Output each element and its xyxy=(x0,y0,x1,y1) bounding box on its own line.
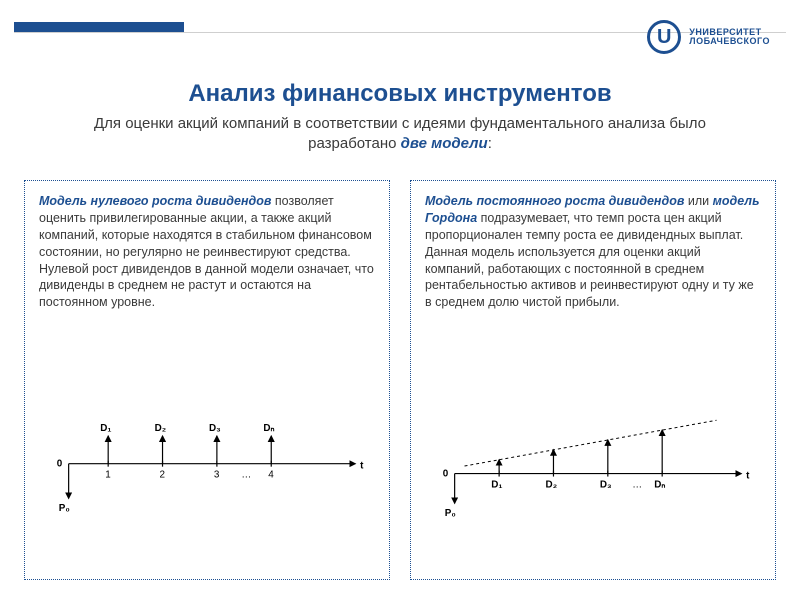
diagram-left-svg: 0 t P₀ D₁ 1 D₂ 2 D₃ 3 … Dₙ 4 xyxy=(39,321,375,567)
model-left-text: Модель нулевого роста дивидендов позволя… xyxy=(39,193,375,311)
svg-text:D₁: D₁ xyxy=(491,480,502,491)
model-left-card: Модель нулевого роста дивидендов позволя… xyxy=(24,180,390,580)
origin-label-r: 0 xyxy=(443,469,449,480)
model-left-heading: Модель нулевого роста дивидендов xyxy=(39,194,271,208)
diagram-left: 0 t P₀ D₁ 1 D₂ 2 D₃ 3 … Dₙ 4 xyxy=(39,321,375,567)
header-accent-bar xyxy=(14,22,184,32)
model-right-card: Модель постоянного роста дивидендов или … xyxy=(410,180,776,580)
logo-icon: U xyxy=(647,20,681,54)
model-right-body: подразумевает, что темп роста цен акций … xyxy=(425,211,754,309)
svg-text:…: … xyxy=(632,480,642,491)
svg-text:D₂: D₂ xyxy=(155,423,167,434)
brand-logo: U УНИВЕРСИТЕТ ЛОБАЧЕВСКОГО xyxy=(647,20,770,54)
model-right-pre2: или xyxy=(684,194,712,208)
model-right-text: Модель постоянного роста дивидендов или … xyxy=(425,193,761,311)
svg-text:D₃: D₃ xyxy=(600,480,612,491)
svg-text:Dₙ: Dₙ xyxy=(263,423,274,434)
model-left-body: позволяет оценить привилегированные акци… xyxy=(39,194,374,309)
svg-text:Dₙ: Dₙ xyxy=(654,480,665,491)
svg-text:D₁: D₁ xyxy=(100,423,111,434)
origin-label: 0 xyxy=(57,459,63,470)
logo-line2: ЛОБАЧЕВСКОГО xyxy=(689,37,770,46)
t-label: t xyxy=(360,461,364,472)
svg-text:3: 3 xyxy=(214,470,220,481)
svg-text:2: 2 xyxy=(160,470,166,481)
svg-text:1: 1 xyxy=(105,470,111,481)
subtitle-em: две модели xyxy=(401,135,488,152)
logo-letter: U xyxy=(657,26,671,49)
model-right-heading: Модель постоянного роста дивидендов xyxy=(425,194,684,208)
svg-text:D₂: D₂ xyxy=(546,480,558,491)
svg-text:4: 4 xyxy=(268,470,274,481)
diagram-right: 0 t P₀ D₁ D₂ D₃ … Dₙ xyxy=(425,321,761,567)
page-title: Анализ финансовых инструментов xyxy=(0,80,800,108)
logo-text: УНИВЕРСИТЕТ ЛОБАЧЕВСКОГО xyxy=(689,28,770,47)
subtitle: Для оценки акций компаний в соответствии… xyxy=(60,114,740,155)
p0-label: P₀ xyxy=(59,503,70,514)
subtitle-post: : xyxy=(488,135,492,152)
p0-label-r: P₀ xyxy=(445,508,456,519)
diagram-right-svg: 0 t P₀ D₁ D₂ D₃ … Dₙ xyxy=(425,321,761,567)
columns: Модель нулевого роста дивидендов позволя… xyxy=(24,180,776,580)
svg-text:D₃: D₃ xyxy=(209,423,221,434)
svg-text:…: … xyxy=(241,470,251,481)
t-label-r: t xyxy=(746,471,750,482)
